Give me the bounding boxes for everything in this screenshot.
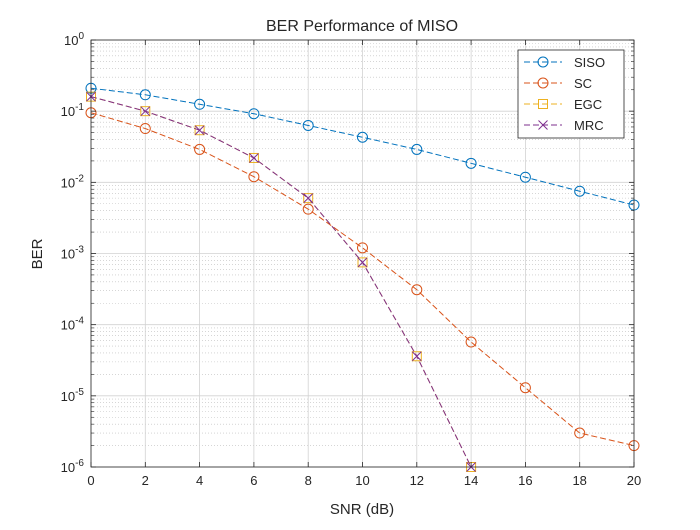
legend-label: MRC xyxy=(574,118,604,133)
data-point-egc xyxy=(303,193,314,204)
data-point-siso xyxy=(411,143,423,155)
data-point-mrc xyxy=(411,351,422,362)
x-tick-label: 4 xyxy=(196,473,203,488)
series-line-mrc xyxy=(90,96,472,468)
data-point-siso xyxy=(139,89,151,101)
series-sc xyxy=(85,107,640,452)
chart-title: BER Performance of MISO xyxy=(266,18,458,35)
x-tick-label: 14 xyxy=(464,473,478,488)
grid-layer xyxy=(90,39,635,468)
marker-stroke xyxy=(303,193,314,203)
data-point-sc xyxy=(574,427,586,439)
legend-item-egc: EGC xyxy=(524,97,602,112)
data-point-siso xyxy=(357,131,368,143)
data-point-siso xyxy=(248,108,260,120)
legend-label: EGC xyxy=(574,97,602,112)
x-tick-label: 8 xyxy=(305,473,312,488)
y-tick-label: 10-5 xyxy=(61,387,85,404)
y-tick-label: 10-3 xyxy=(61,245,85,262)
data-point-egc xyxy=(140,106,151,117)
data-point-sc xyxy=(194,143,206,155)
data-point-siso xyxy=(302,119,314,131)
x-tick-label: 16 xyxy=(518,473,532,488)
data-point-mrc xyxy=(357,257,368,268)
legend: SISO SC EGC MRC xyxy=(517,49,625,139)
legend-box xyxy=(517,49,625,139)
legend-marker xyxy=(537,77,549,89)
data-point-sc xyxy=(302,203,314,215)
marker-stroke xyxy=(194,125,205,136)
data-point-siso xyxy=(519,171,531,183)
data-point-mrc xyxy=(194,125,205,136)
series-line-sc xyxy=(90,112,635,447)
data-point-mrc xyxy=(140,106,151,117)
y-tick-label: 10-4 xyxy=(61,316,85,333)
x-tick-label: 6 xyxy=(250,473,257,488)
data-point-siso xyxy=(465,157,477,169)
legend-item-siso: SISO xyxy=(524,55,605,70)
x-tick-label: 20 xyxy=(627,473,641,488)
data-point-egc xyxy=(194,125,205,136)
data-point-siso xyxy=(574,185,586,197)
legend-item-sc: SC xyxy=(524,76,592,91)
legend-item-mrc: MRC xyxy=(524,118,604,133)
data-point-sc xyxy=(519,382,531,394)
y-tick-label: 100 xyxy=(64,31,84,48)
x-tick-label: 18 xyxy=(572,473,586,488)
data-point-egc xyxy=(357,257,368,268)
marker-stroke xyxy=(411,351,422,362)
x-tick-label: 10 xyxy=(355,473,369,488)
y-axis-label: BER xyxy=(29,238,46,269)
legend-marker xyxy=(537,56,549,68)
y-tick-label: 10-1 xyxy=(61,102,85,119)
data-point-egc xyxy=(248,152,259,163)
data-point-sc xyxy=(248,171,260,183)
marker-stroke xyxy=(249,153,259,163)
legend-label: SC xyxy=(574,76,592,91)
y-tick-label: 10-2 xyxy=(61,173,85,190)
data-point-mrc xyxy=(303,193,314,203)
marker-stroke xyxy=(140,106,151,117)
x-axis-label: SNR (dB) xyxy=(330,501,394,518)
x-tick-label: 2 xyxy=(142,473,149,488)
x-tick-label: 12 xyxy=(410,473,424,488)
legend-marker xyxy=(538,99,548,109)
legend-marker xyxy=(538,120,548,130)
legend-label: SISO xyxy=(574,55,605,70)
data-point-sc xyxy=(465,336,477,348)
data-point-egc xyxy=(411,351,422,362)
data-point-sc xyxy=(357,242,368,254)
data-point-siso xyxy=(194,98,206,110)
series-line-siso xyxy=(90,87,635,206)
y-tick-label: 10-6 xyxy=(61,458,85,475)
data-point-mrc xyxy=(249,153,259,163)
marker-stroke xyxy=(357,257,368,268)
data-point-sc xyxy=(411,284,423,296)
x-tick-label: 0 xyxy=(87,473,94,488)
data-point-sc xyxy=(139,123,151,135)
marker-stroke xyxy=(538,120,548,130)
tick-layer: 0 2 4 6 8 10 12 14 16 18 20 100 10-1 10-2 10-3 10-4 10-5… xyxy=(61,31,642,488)
